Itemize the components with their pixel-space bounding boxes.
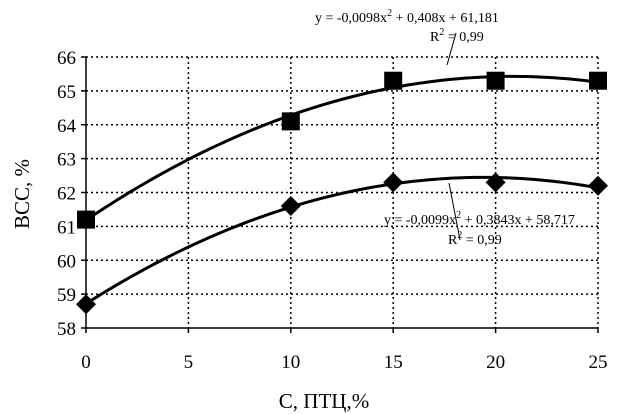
equation-pointer-lower	[448, 182, 461, 241]
equation-annotation-upper: y = -0,0098x2 + 0,408x + 61,181 R2 = 0,9…	[315, 8, 499, 66]
data-point-square-1	[77, 210, 95, 229]
r2-lower: R2 = 0,99	[448, 230, 502, 248]
y-tick-label-63: 63	[57, 150, 76, 171]
data-point-square-2	[281, 112, 300, 131]
data-point-diamond-4	[485, 172, 506, 193]
data-points	[76, 71, 608, 315]
equation-annotation-lower: y = -0,0099x2 + 0,3843x + 58,717 R2 = 0,…	[384, 182, 575, 248]
x-tick-label-0: 0	[81, 352, 91, 373]
y-tick-label-66: 66	[57, 48, 76, 69]
trendlines	[85, 74, 599, 305]
data-point-diamond-1	[76, 294, 96, 315]
equation-lower: y = -0,0099x2 + 0,3843x + 58,717	[384, 210, 575, 228]
x-tick-label-15: 15	[384, 352, 403, 373]
y-tick-label-65: 65	[57, 82, 76, 103]
data-point-diamond-2	[280, 196, 301, 217]
y-tick-label-60: 60	[57, 251, 76, 272]
axes	[81, 56, 599, 333]
y-tick-label-61: 61	[57, 217, 76, 238]
data-point-square-5	[589, 71, 607, 90]
equation-pointer-upper	[446, 32, 457, 66]
data-point-square-4	[486, 71, 505, 90]
x-tick-label-5: 5	[184, 352, 194, 373]
y-tick-label-59: 59	[57, 285, 76, 306]
r2-upper: R2 = 0,99	[430, 27, 484, 45]
tick-labels: 58 59 60 61 62 63 64 65 66 0 5 10 15 20 25	[57, 48, 608, 373]
trendline-series-1	[85, 74, 599, 222]
x-axis-title: С, ПТЦ,%	[279, 389, 369, 413]
y-tick-label-62: 62	[57, 184, 76, 205]
x-tick-label-25: 25	[589, 352, 608, 373]
y-axis-title: ВСС, %	[10, 159, 34, 229]
data-point-square-3	[384, 71, 403, 90]
data-point-diamond-3	[383, 172, 404, 193]
y-tick-label-64: 64	[57, 116, 77, 137]
x-tick-label-10: 10	[281, 352, 300, 373]
trendline-series-2	[85, 175, 599, 305]
x-tick-label-20: 20	[486, 352, 505, 373]
equation-upper: y = -0,0098x2 + 0,408x + 61,181	[315, 8, 499, 26]
data-point-diamond-5	[588, 175, 608, 196]
y-tick-label-58: 58	[57, 319, 76, 340]
